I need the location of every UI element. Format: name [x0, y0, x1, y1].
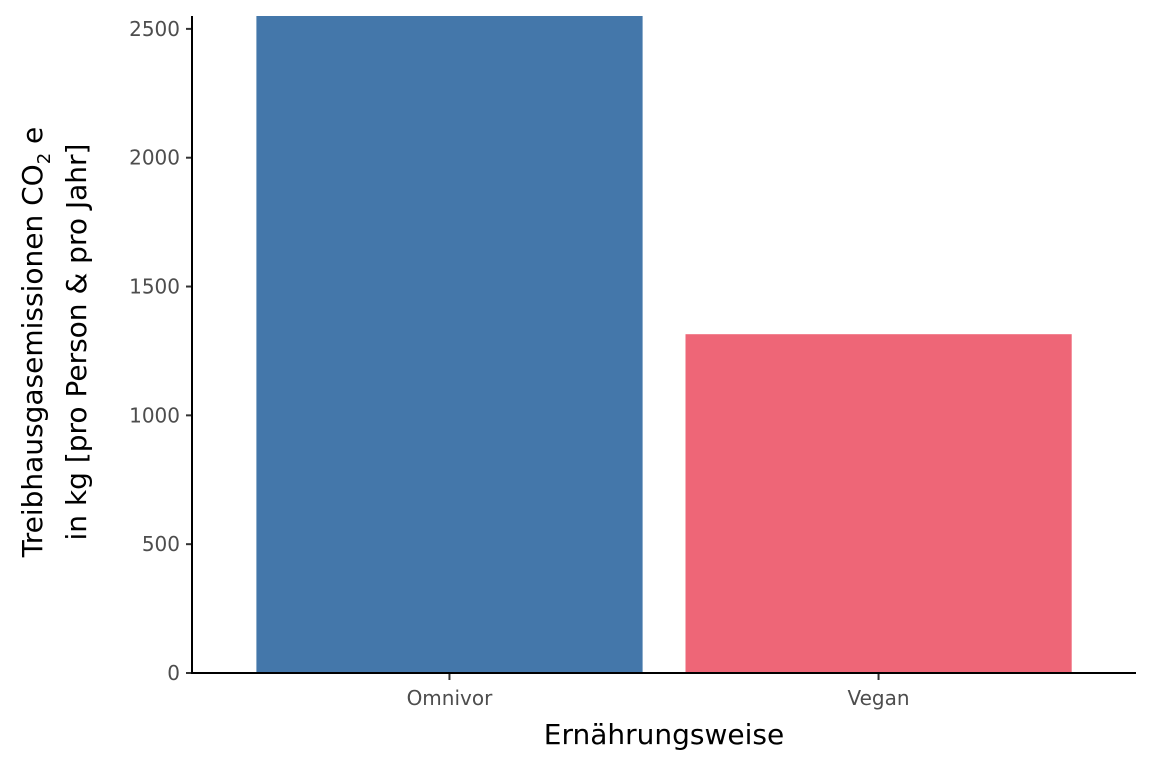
y-axis-title-subscript: 2	[34, 153, 55, 164]
y-tick-label: 500	[142, 532, 180, 556]
x-tick-label: Omnivor	[407, 686, 494, 710]
y-axis-ticks: 0 500 1000 1500 2000 2500	[129, 17, 192, 685]
y-axis-title-line2: in kg [pro Person & pro Jahr]	[60, 144, 93, 541]
y-tick-label: 1000	[129, 403, 180, 427]
x-axis-title: Ernährungsweise	[544, 718, 784, 751]
y-axis-title-line1-end: e	[16, 127, 49, 153]
y-axis-title: Treibhausgasemissionen CO2 e in kg [pro …	[16, 127, 93, 559]
y-axis-title-line1: Treibhausgasemissionen CO	[16, 164, 49, 558]
svg-text:Treibhausgasemissionen CO2 e: Treibhausgasemissionen CO2 e	[16, 127, 55, 559]
bars-group	[256, 16, 1072, 673]
bar-vegan	[685, 334, 1072, 673]
x-axis-ticks: Omnivor Vegan	[407, 673, 910, 710]
y-tick-label: 2000	[129, 146, 180, 170]
y-tick-label: 2500	[129, 17, 180, 41]
bar-omnivor	[256, 16, 643, 673]
x-tick-label: Vegan	[848, 686, 910, 710]
y-tick-label: 0	[167, 661, 180, 685]
y-tick-label: 1500	[129, 275, 180, 299]
